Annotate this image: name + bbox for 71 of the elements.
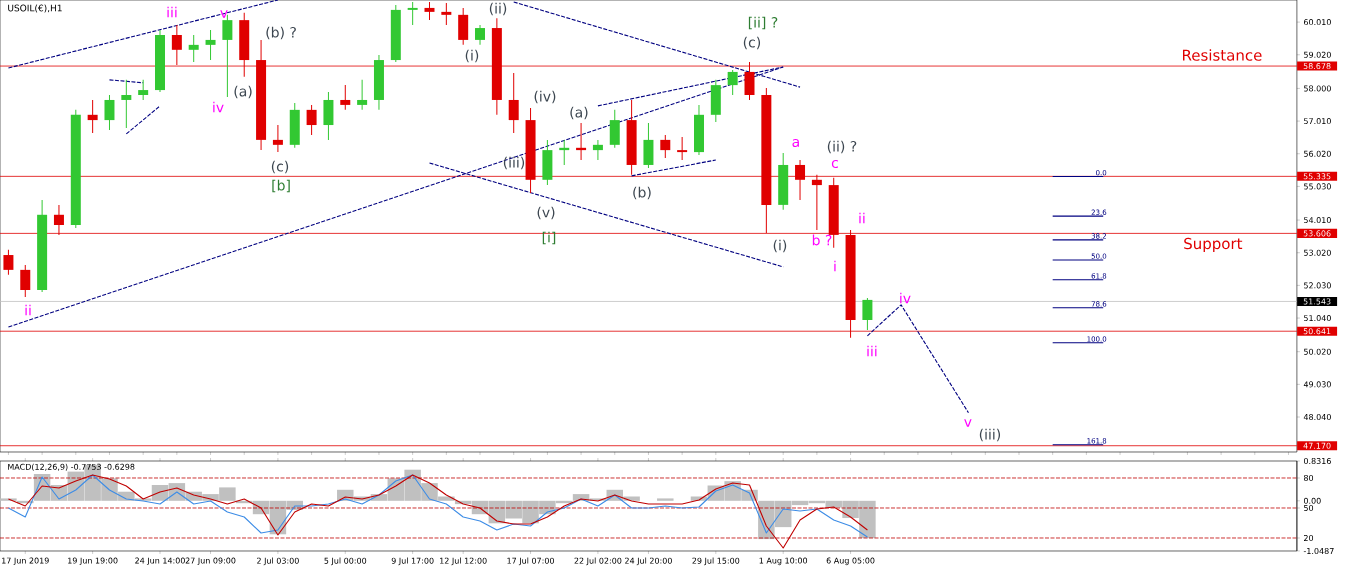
annotation: (v)	[537, 206, 555, 220]
x-tick-label: 1 Aug 10:00	[759, 557, 808, 566]
x-tick-label: 24 Jun 14:00	[135, 557, 185, 566]
y2-tick-label: 80	[1303, 474, 1314, 482]
annotation: iv	[213, 101, 224, 113]
annotation: iv	[900, 292, 911, 304]
annotation: (i)	[465, 49, 479, 63]
annotation: iii	[167, 6, 177, 18]
y-tick-label: 57.010	[1304, 118, 1331, 125]
x-tick-label: 17 Jul 07:00	[507, 557, 554, 566]
annotation: [b]	[272, 179, 290, 193]
y-tick-label: 56.020	[1304, 150, 1331, 157]
annotation: (c)	[743, 36, 761, 50]
x-tick-label: 22 Jul 02:00	[574, 557, 622, 566]
y-tick-label: 53.020	[1304, 249, 1331, 256]
annotation: (ii) ?	[827, 140, 857, 154]
y-tick-label: 52.030	[1304, 282, 1331, 289]
annotation: [ii] ?	[748, 16, 778, 30]
annotation: (iii)	[503, 156, 525, 170]
y-tick-label: 59.020	[1304, 51, 1331, 58]
x-tick-label: 19 Jun 19:00	[68, 557, 118, 566]
annotation: iii	[867, 345, 877, 357]
annotation: Support	[1184, 237, 1243, 253]
annotation: (iv)	[534, 90, 556, 104]
ref-line-label: 55.335	[1303, 173, 1331, 180]
y2-tick-label: 50	[1304, 504, 1314, 512]
y-tick-label: 51.040	[1304, 315, 1331, 322]
x-tick-label: 27 Jun 09:00	[185, 557, 236, 566]
ref-line-label: 50.641	[1303, 328, 1331, 335]
x-tick-label: 9 Jul 17:00	[391, 557, 434, 566]
annotation: (i)	[773, 239, 787, 253]
y-tick-label: 50.020	[1304, 348, 1331, 355]
x-tick-label: 6 Aug 05:00	[826, 557, 875, 566]
x-tick-label: 5 Jul 00:00	[324, 557, 367, 566]
annotation: (c)	[271, 160, 289, 174]
y-tick-label: 0.8316	[1303, 457, 1331, 465]
ref-line-label: 58.678	[1303, 63, 1331, 70]
annotation: a	[792, 138, 799, 148]
x-tick-label: 12 Jul 12:00	[440, 557, 487, 566]
y-tick-label: 54.010	[1304, 217, 1331, 224]
chart-title: MACD(12,26,9) -0.7753 -0.6298	[8, 463, 135, 471]
y-tick-label: 49.030	[1303, 381, 1331, 388]
y-tick-label: 48.040	[1303, 413, 1331, 421]
y-tick-label: -1.0487	[1303, 547, 1334, 555]
ref-line-label: 47.170	[1303, 442, 1331, 449]
annotation: (a)	[234, 85, 252, 99]
y-tick-label: 60.010	[1303, 19, 1331, 26]
annotation: [i]	[542, 231, 556, 245]
x-tick-label: 17 Jun 2019	[2, 557, 49, 566]
ref-line-label: 51.543	[1303, 298, 1331, 305]
y-tick-label: 0.00	[1303, 497, 1321, 504]
chart-title: USOIL(€),H1	[8, 4, 62, 13]
y-tick-label: 58.000	[1304, 85, 1331, 92]
y-tick-label: 55.030	[1304, 183, 1331, 190]
annotation: (ii)	[489, 2, 507, 16]
annotation: Resistance	[1182, 49, 1262, 61]
annotation: (b)	[633, 186, 651, 200]
annotation: i	[834, 260, 836, 272]
x-tick-label: 29 Jul 15:00	[692, 557, 740, 566]
x-tick-label: 24 Jul 20:00	[625, 557, 672, 566]
annotation: c	[831, 159, 838, 169]
annotation: (a)	[570, 106, 588, 120]
y2-tick-label: 20	[1304, 534, 1314, 542]
annotation: ii	[25, 304, 31, 316]
annotation: b ?	[812, 234, 832, 246]
annotation: ii	[859, 212, 865, 224]
annotation: (b) ?	[266, 26, 296, 40]
annotation: v	[964, 419, 972, 427]
annotation: (iii)	[979, 428, 1001, 442]
ref-line-label: 53.606	[1303, 230, 1331, 237]
x-tick-label: 2 Jul 03:00	[257, 557, 299, 566]
